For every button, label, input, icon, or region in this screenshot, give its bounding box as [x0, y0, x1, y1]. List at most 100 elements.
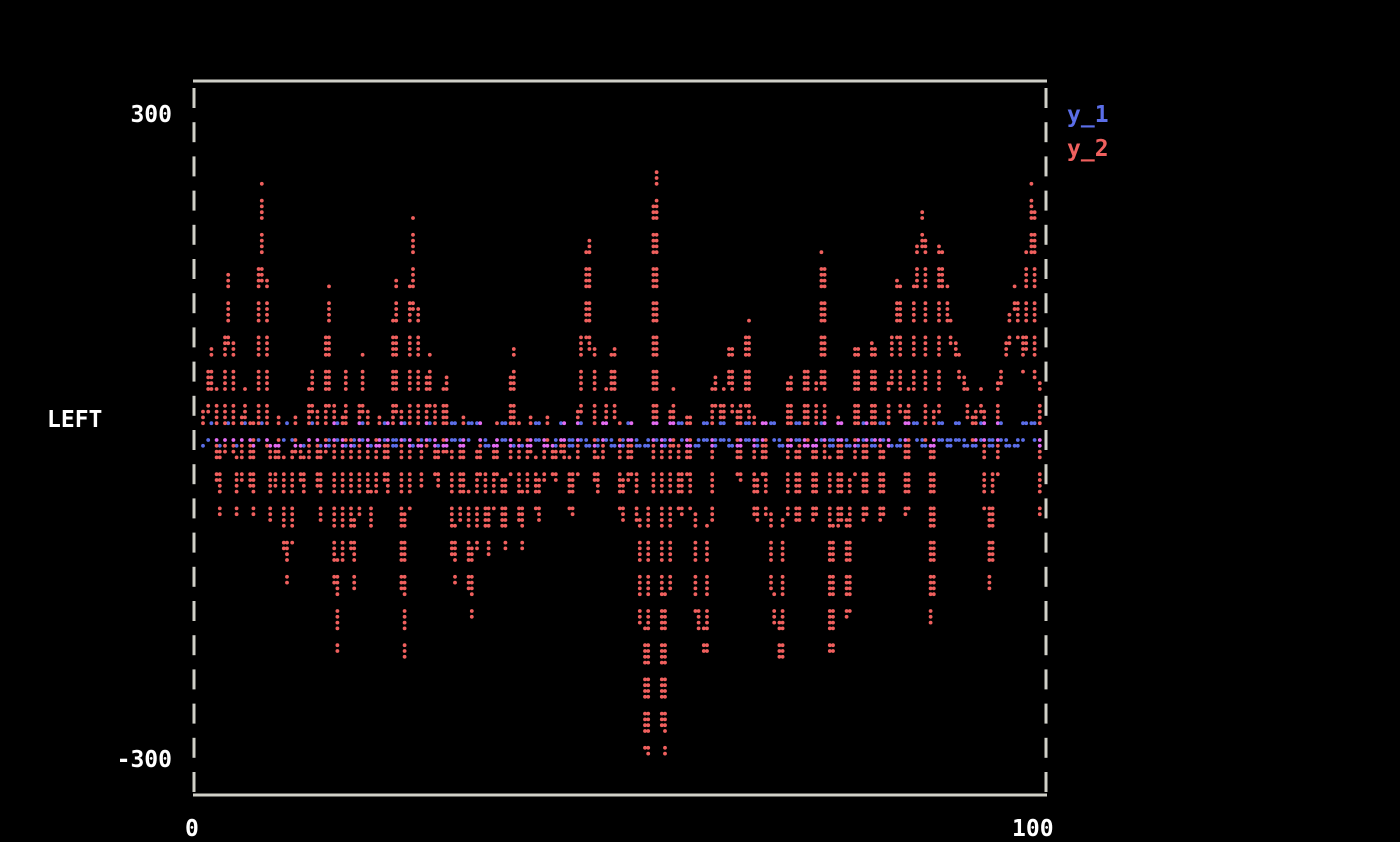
y2-point	[654, 347, 659, 351]
y2-point	[805, 387, 810, 391]
y2-point	[621, 506, 625, 511]
y2-point	[1032, 312, 1037, 317]
y1-point	[449, 421, 454, 426]
y2-point	[789, 415, 793, 420]
y2-point	[931, 472, 936, 477]
y2-point	[705, 649, 709, 653]
y2-point	[789, 409, 793, 414]
y2-point	[646, 711, 651, 716]
y2-point	[290, 483, 295, 488]
y2-point	[906, 483, 911, 488]
y2-point	[424, 443, 429, 448]
y2-point	[248, 483, 253, 488]
y2-point	[214, 478, 219, 482]
y2-point	[869, 421, 874, 426]
y2-point	[995, 443, 1000, 448]
y1-point	[503, 438, 508, 442]
y2-point	[231, 409, 236, 414]
y2-point	[601, 443, 605, 448]
y2-point	[584, 307, 589, 311]
y2-point	[685, 449, 689, 454]
y2-point	[503, 540, 508, 545]
y2-point	[718, 415, 723, 420]
y2-point	[937, 267, 941, 271]
overlap-point	[928, 443, 933, 448]
y2-point	[466, 586, 471, 591]
y2-point	[659, 489, 664, 494]
y2-point	[923, 278, 928, 283]
y2-point	[226, 272, 231, 277]
y2-point	[659, 654, 664, 659]
y2-point	[587, 278, 592, 283]
y2-point	[743, 375, 748, 380]
y2-point	[990, 540, 995, 545]
overlap-point	[760, 421, 765, 426]
y2-point	[827, 620, 832, 625]
y2-point	[234, 483, 239, 488]
y2-point	[293, 415, 298, 420]
y1-point	[1032, 421, 1037, 426]
y2-point	[903, 449, 908, 454]
y2-point	[861, 489, 866, 494]
y2-point	[973, 415, 978, 420]
y2-point	[458, 506, 463, 511]
y2-point	[391, 352, 395, 357]
y2-point	[923, 409, 928, 414]
overlap-point	[685, 438, 689, 442]
y2-point	[399, 443, 404, 448]
y2-point	[727, 352, 731, 357]
y2-point	[533, 489, 538, 494]
y2-point	[643, 649, 647, 653]
y2-point	[965, 415, 970, 420]
y2-point	[995, 381, 1000, 386]
y2-point	[957, 352, 961, 357]
y2-point	[906, 472, 911, 477]
y2-point	[323, 341, 328, 346]
y2-point	[651, 443, 656, 448]
y2-point	[332, 409, 337, 414]
y2-point	[911, 369, 916, 374]
y2-point	[755, 506, 760, 511]
overlap-point	[377, 443, 382, 448]
y2-point	[856, 352, 861, 357]
y2-point	[369, 523, 373, 528]
y1-point	[609, 438, 614, 442]
y2-point	[839, 455, 844, 460]
y1-point	[831, 438, 835, 442]
y2-point	[239, 421, 244, 426]
y2-point	[827, 512, 832, 517]
y2-point	[511, 421, 516, 426]
y2-point	[1024, 301, 1029, 306]
y2-point	[626, 478, 631, 482]
y2-point	[847, 609, 852, 613]
y2-point	[391, 318, 395, 323]
y2-point	[869, 347, 874, 351]
y2-point	[990, 518, 995, 522]
y1-point	[755, 443, 760, 448]
y2-point	[592, 352, 597, 357]
y1-point	[693, 443, 698, 448]
y2-point	[239, 449, 244, 454]
y2-point	[416, 403, 421, 408]
y2-point	[226, 284, 231, 289]
y2-point	[1032, 318, 1037, 323]
y2-point	[802, 421, 807, 426]
y2-point	[780, 574, 785, 579]
y2-point	[248, 478, 253, 482]
y2-point	[861, 449, 866, 454]
y2-point	[1037, 381, 1042, 386]
y2-point	[931, 592, 936, 597]
y2-point	[928, 523, 933, 528]
y2-point	[679, 483, 684, 488]
y1-point	[1021, 438, 1025, 442]
y2-point	[827, 523, 832, 528]
y2-point	[646, 574, 651, 579]
y2-point	[407, 472, 412, 477]
y2-point	[503, 478, 508, 482]
y2-point	[206, 409, 211, 414]
y2-point	[265, 278, 269, 283]
overlap-point	[399, 438, 404, 442]
y1-point	[382, 421, 387, 426]
y2-point	[923, 375, 928, 380]
y2-point	[352, 586, 357, 591]
